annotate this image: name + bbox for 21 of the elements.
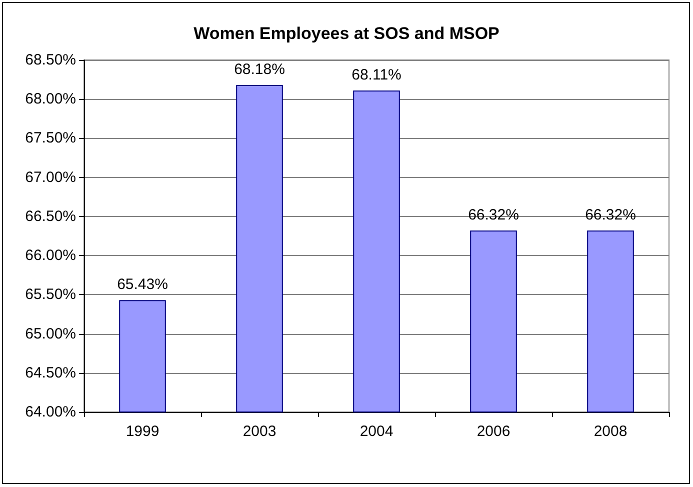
data-label: 68.11% [352, 66, 402, 84]
y-tick-label: 66.00% [25, 247, 76, 264]
x-tick-label: 1999 [126, 423, 160, 440]
x-tick-label: 2004 [360, 423, 394, 440]
data-label: 68.18% [234, 61, 285, 78]
y-tick-label: 68.00% [25, 90, 76, 108]
data-label: 65.43% [117, 276, 168, 294]
y-tick-label: 68.50% [25, 52, 76, 68]
y-tick-label: 66.50% [25, 208, 76, 225]
chart-title: Women Employees at SOS and MSOP [194, 24, 500, 43]
y-tick-label: 67.00% [25, 168, 76, 186]
x-tick-label: 2003 [242, 423, 276, 440]
x-tick-label: 2006 [476, 423, 510, 440]
y-tick-label: 67.50% [25, 130, 76, 147]
data-label: 66.32% [585, 206, 636, 224]
y-tick-label: 65.50% [25, 286, 76, 304]
x-tick-label: 2008 [594, 423, 628, 440]
y-tick-label: 65.00% [25, 325, 76, 342]
y-tick-label: 64.00% [25, 404, 76, 420]
data-label: 66.32% [468, 206, 519, 224]
y-tick-label: 64.50% [25, 364, 76, 382]
